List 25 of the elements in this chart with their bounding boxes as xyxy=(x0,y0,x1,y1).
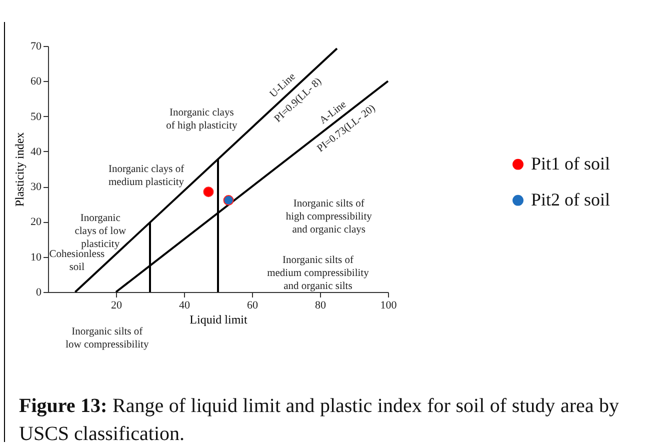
annotation: Inorganic clays of medium plasticity xyxy=(108,164,185,188)
annotation: Inorganic silts of high compressibility and organic clays xyxy=(286,198,373,236)
x-tick-label: 100 xyxy=(380,300,398,312)
caption: Figure 13: Range of liquid limit and plastic index for soil of study area by USCS classification. xyxy=(19,394,620,447)
annotation: Inorganic clays of high plasticity xyxy=(166,107,238,132)
legend-label: Pit2 of soil xyxy=(531,189,610,210)
x-tick-label: 60 xyxy=(247,300,258,312)
y-tick-label: 50 xyxy=(30,110,42,123)
y-tick-label: 60 xyxy=(30,76,42,88)
text: Inorganic silts of low compressibility xyxy=(66,326,150,350)
annotation: Inorganic silts of medium compressibility and organic silts xyxy=(267,255,370,292)
y-tick-label: 70 xyxy=(30,40,42,52)
x-tick-label: 80 xyxy=(315,300,326,312)
x-tick-label: 40 xyxy=(179,300,190,312)
legend-label: Pit1 of soil xyxy=(531,153,610,174)
annotation: Cohesionless soil xyxy=(49,248,105,273)
y-axis-title: Plasticity index xyxy=(12,132,26,207)
x-axis-title: Liquid limit xyxy=(190,312,248,326)
y-tick-label: 10 xyxy=(30,251,42,264)
y-tick-label: 0 xyxy=(36,286,42,298)
annotation: Inorganic clays of low plasticity xyxy=(74,213,126,250)
y-tick-label: 20 xyxy=(30,216,42,228)
x-tick-label: 20 xyxy=(111,300,122,312)
y-tick-label: 30 xyxy=(30,181,42,194)
y-tick-label: 40 xyxy=(30,146,42,158)
